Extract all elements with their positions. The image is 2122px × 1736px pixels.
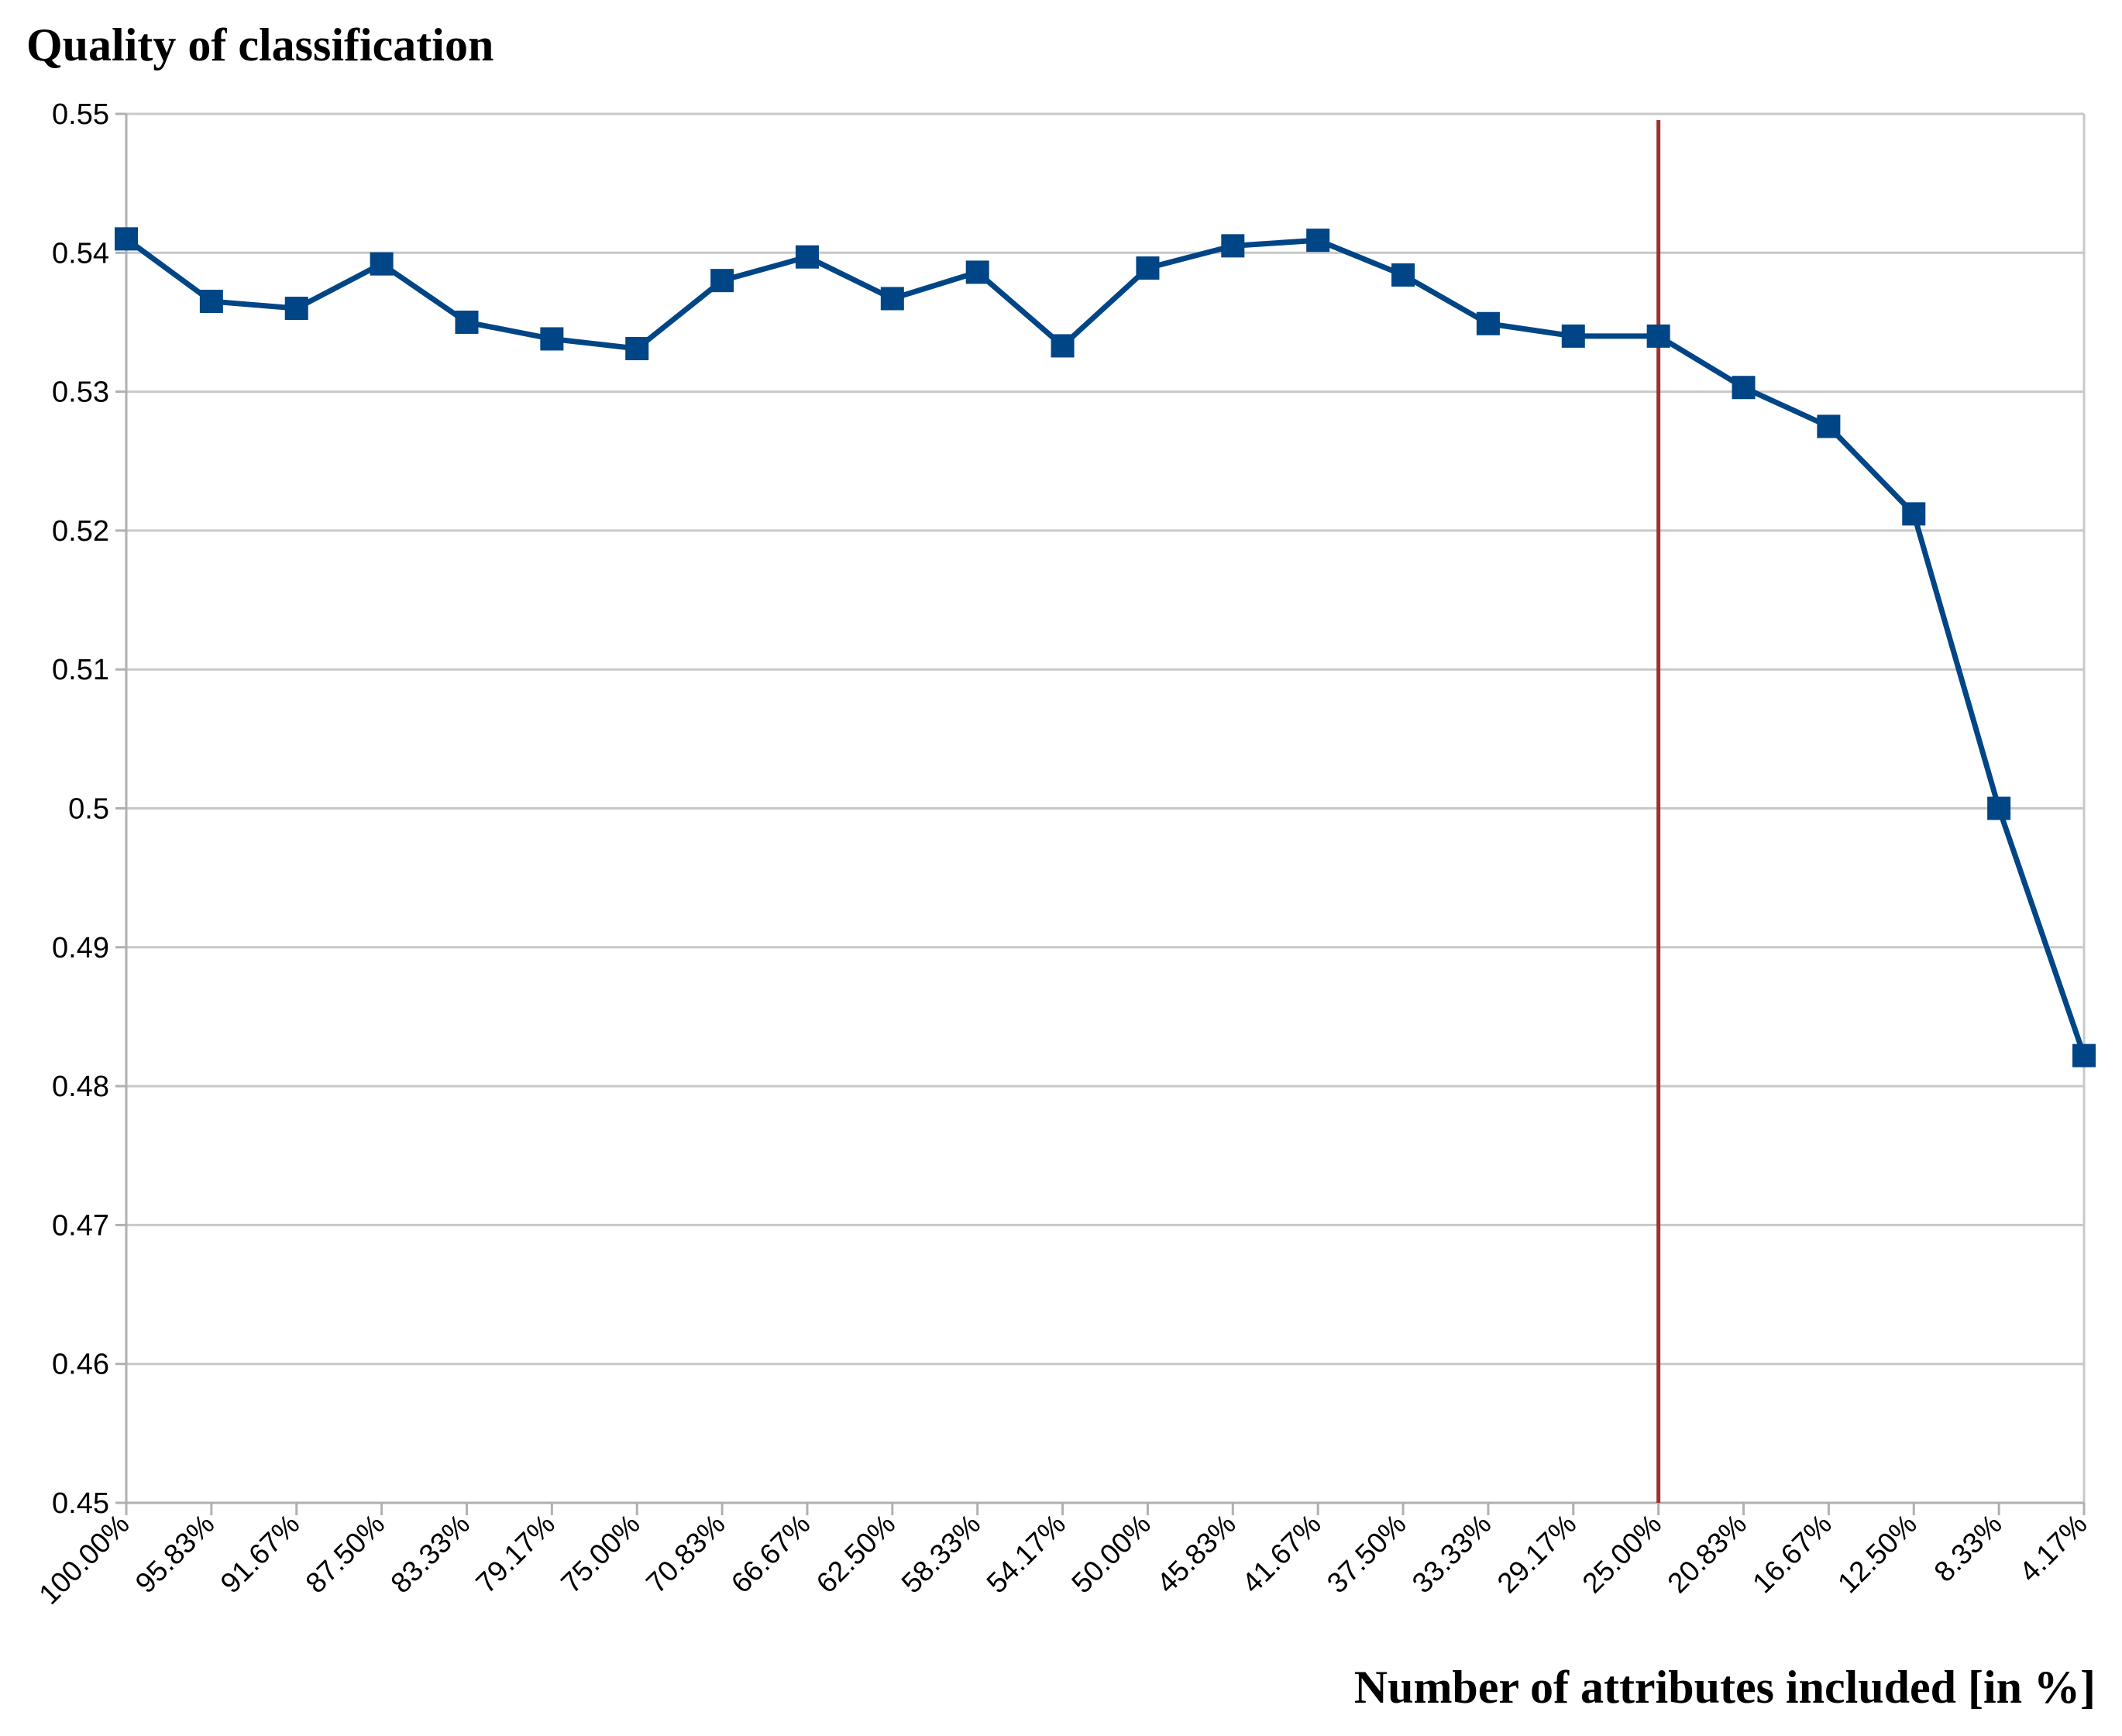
axes [125,114,2086,1515]
data-point [540,327,564,351]
data-point [284,297,308,321]
x-tick-label: 12.50% [1831,1508,1923,1600]
x-axis-title: Number of attributes included [in %] [1354,1662,2096,1713]
x-tick-label: 70.83% [640,1508,731,1600]
y-tick-label: 0.54 [52,237,109,270]
x-tick-label: 87.50% [300,1508,391,1600]
data-point [1646,324,1670,348]
x-tick-label: 45.83% [1150,1508,1242,1600]
x-tick-label: 33.33% [1406,1508,1498,1600]
x-tick-labels: 100.00%95.83%91.67%87.50%83.33%79.17%75.… [33,1508,2093,1611]
y-tick-label: 0.45 [52,1487,109,1520]
y-tick-label: 0.49 [52,932,109,964]
y-tick-labels: 0.45 0.46 0.47 0.48 0.49 0.5 0.51 0.52 0.53 0.54 0… [52,98,109,1520]
y-tick-label: 0.48 [52,1071,109,1103]
x-tick-label: 29.17% [1491,1508,1583,1600]
data-point [1476,311,1500,335]
data-point [1817,414,1841,438]
y-tick-label: 0.53 [52,376,109,409]
data-point [115,227,138,251]
x-tick-label: 37.50% [1321,1508,1412,1600]
x-tick-label: 4.17% [2013,1508,2093,1588]
data-point [1221,234,1245,258]
x-tick-label: 95.83% [129,1508,221,1600]
x-tick-label: 50.00% [1065,1508,1157,1600]
x-tick-label: 79.17% [469,1508,561,1600]
data-point [199,290,223,314]
data-point [370,252,394,276]
data-point [1306,229,1330,253]
x-tick-label: 62.50% [810,1508,902,1600]
x-tick-label: 8.33% [1928,1508,2008,1588]
y-tick-label: 0.47 [52,1209,109,1242]
x-tick-label: 20.83% [1661,1508,1752,1600]
x-tick-label: 58.33% [896,1508,987,1600]
y-tick-label: 0.46 [52,1349,109,1381]
data-point [455,310,479,334]
x-tick-label: 41.67% [1236,1508,1327,1600]
data-point [1561,324,1585,348]
data-point [1391,263,1415,287]
series-group [115,227,2096,1067]
y-tick-label: 0.52 [52,515,109,548]
x-tick-label: 54.17% [980,1508,1071,1600]
y-tick-label: 0.5 [68,793,109,826]
y-tick-label: 0.51 [52,654,109,686]
data-point [1136,256,1160,280]
data-point [2072,1043,2096,1067]
data-point [710,269,734,293]
data-point [965,260,989,284]
y-tick-label: 0.55 [52,98,109,131]
y-axis-title: Quality of classification [26,19,494,70]
x-tick-label: 83.33% [384,1508,476,1600]
data-point [1987,796,2011,820]
data-point [1051,334,1075,358]
x-tick-label: 91.67% [215,1508,306,1600]
x-tick-label: 25.00% [1577,1508,1668,1600]
x-tick-label: 66.67% [725,1508,817,1600]
x-tick-label: 75.00% [555,1508,646,1600]
data-point [625,337,649,361]
x-tick-label: 16.67% [1746,1508,1838,1600]
data-point [1902,502,1926,526]
series-line [124,236,2087,1057]
data-point [795,245,819,269]
data-point [1732,376,1756,400]
data-point [880,287,904,311]
gridlines [115,112,2086,1504]
x-tick-label: 100.00% [33,1508,135,1611]
